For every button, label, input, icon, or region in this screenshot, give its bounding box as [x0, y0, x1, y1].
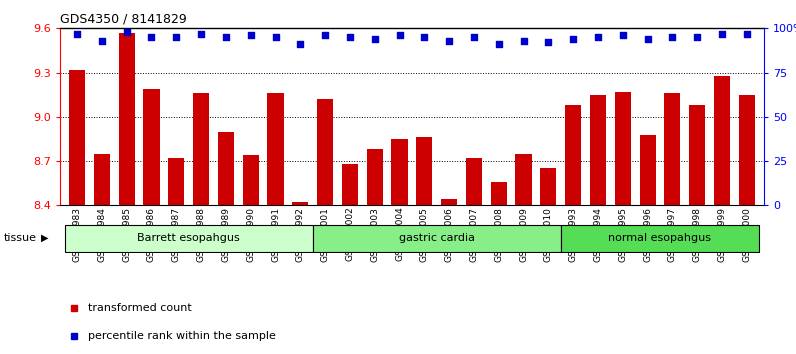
Point: [642, 36, 654, 42]
Bar: [292, 202, 308, 354]
Bar: [193, 93, 209, 354]
Bar: [69, 70, 85, 354]
Bar: [441, 199, 457, 354]
Point: [716, 31, 728, 36]
Bar: [540, 169, 556, 354]
Bar: [317, 99, 334, 354]
Point: [269, 34, 282, 40]
Point: [591, 34, 604, 40]
Bar: [119, 33, 135, 354]
FancyBboxPatch shape: [64, 224, 313, 252]
Point: [517, 38, 530, 44]
FancyBboxPatch shape: [560, 224, 759, 252]
Text: Barrett esopahgus: Barrett esopahgus: [138, 233, 240, 243]
Bar: [639, 135, 656, 354]
Bar: [590, 95, 606, 354]
Point: [145, 34, 158, 40]
Bar: [143, 89, 159, 354]
Bar: [367, 149, 383, 354]
Point: [567, 36, 579, 42]
Point: [96, 38, 108, 44]
Text: percentile rank within the sample: percentile rank within the sample: [88, 331, 275, 341]
FancyBboxPatch shape: [313, 224, 560, 252]
Point: [666, 34, 679, 40]
Bar: [341, 164, 358, 354]
Point: [120, 29, 133, 35]
Bar: [218, 132, 234, 354]
Bar: [516, 154, 532, 354]
Text: normal esopahgus: normal esopahgus: [608, 233, 712, 243]
Point: [318, 33, 331, 38]
Bar: [565, 105, 581, 354]
Bar: [714, 75, 730, 354]
Point: [493, 41, 505, 47]
Bar: [665, 93, 681, 354]
Bar: [168, 158, 185, 354]
Text: ▶: ▶: [41, 233, 49, 243]
Bar: [615, 92, 631, 354]
Bar: [689, 105, 705, 354]
Point: [369, 36, 381, 42]
Text: transformed count: transformed count: [88, 303, 192, 313]
Point: [467, 34, 480, 40]
Bar: [416, 137, 432, 354]
Point: [244, 33, 257, 38]
Point: [418, 34, 431, 40]
Point: [542, 40, 555, 45]
Point: [393, 33, 406, 38]
Bar: [392, 139, 408, 354]
Point: [170, 34, 182, 40]
Point: [220, 34, 232, 40]
Point: [691, 34, 704, 40]
Bar: [466, 158, 482, 354]
Text: GDS4350 / 8141829: GDS4350 / 8141829: [60, 12, 186, 25]
Bar: [739, 95, 755, 354]
Text: gastric cardia: gastric cardia: [399, 233, 474, 243]
Bar: [243, 155, 259, 354]
Text: tissue: tissue: [4, 233, 37, 243]
Bar: [490, 182, 507, 354]
Point: [740, 31, 753, 36]
Point: [294, 41, 306, 47]
Point: [71, 31, 84, 36]
Bar: [94, 154, 110, 354]
Bar: [267, 93, 283, 354]
Point: [616, 33, 629, 38]
Point: [443, 38, 455, 44]
Point: [344, 34, 357, 40]
Point: [195, 31, 208, 36]
